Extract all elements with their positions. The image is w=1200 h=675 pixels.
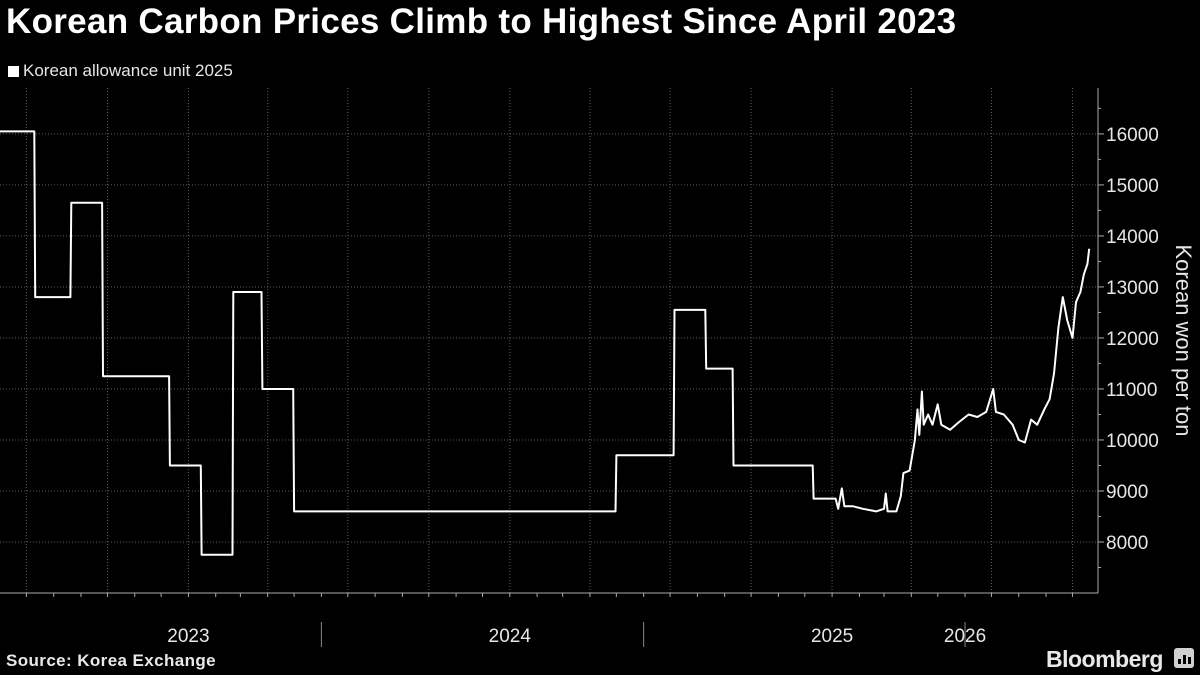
series-line <box>0 130 1091 556</box>
x-tick-label: 2023 <box>167 626 209 647</box>
y-tick-label: 16000 <box>1106 125 1159 146</box>
chart-title: Korean Carbon Prices Climb to Highest Si… <box>6 2 957 41</box>
y-tick-label: 8000 <box>1106 533 1148 554</box>
y-tick-label: 12000 <box>1106 329 1159 350</box>
x-tick-label: 2024 <box>489 626 532 647</box>
y-tick-label: 11000 <box>1106 380 1157 401</box>
x-tick-label: 2026 <box>944 626 986 647</box>
legend: Korean allowance unit 2025 <box>8 61 233 81</box>
brand-logo: Bloomberg <box>1046 646 1163 672</box>
y-tick-label: 15000 <box>1106 176 1159 197</box>
y-tick-label: 14000 <box>1106 227 1159 248</box>
y-tick-label: 10000 <box>1106 431 1159 452</box>
y-tick-label: 9000 <box>1106 482 1148 503</box>
y-tick-label: 13000 <box>1106 278 1159 299</box>
legend-label: Korean allowance unit 2025 <box>23 61 233 80</box>
x-tick-label: 2025 <box>811 626 853 647</box>
source-note: Source: Korea Exchange <box>6 651 217 670</box>
bloomberg-chart-icon <box>1174 648 1194 668</box>
y-axis-title: Korean won per ton <box>1171 244 1196 436</box>
legend-swatch <box>8 65 19 77</box>
